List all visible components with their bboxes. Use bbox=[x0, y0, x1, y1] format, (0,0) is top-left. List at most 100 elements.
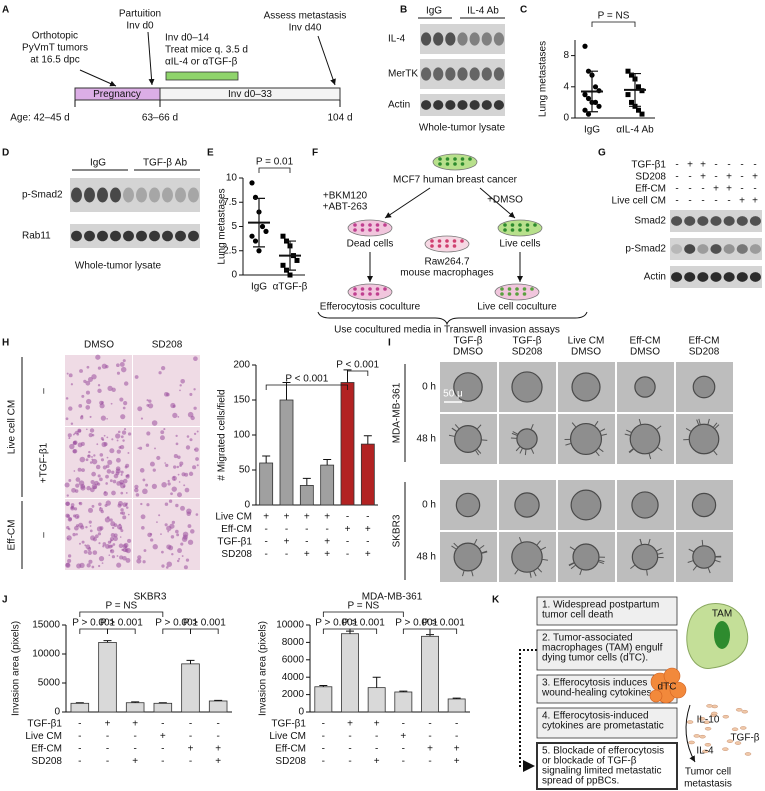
blot-band bbox=[445, 100, 456, 110]
cytokine bbox=[722, 714, 730, 719]
stain bbox=[167, 482, 171, 486]
nucleus bbox=[714, 621, 730, 649]
label: DMSO bbox=[453, 347, 483, 358]
stain bbox=[90, 479, 95, 485]
stain bbox=[123, 542, 129, 548]
stain bbox=[76, 563, 82, 569]
cell bbox=[468, 157, 472, 161]
stain bbox=[187, 539, 194, 545]
bar bbox=[360, 443, 375, 506]
stain bbox=[75, 477, 81, 482]
y-tick-label: 7.5 bbox=[223, 197, 237, 208]
condition-sign: - bbox=[428, 731, 431, 742]
cell bbox=[452, 244, 457, 248]
stain bbox=[142, 488, 148, 495]
stain bbox=[193, 356, 198, 362]
label: metastasis bbox=[684, 779, 732, 790]
stain bbox=[116, 555, 119, 557]
blot-band bbox=[457, 67, 468, 81]
stain bbox=[178, 481, 181, 483]
label: - bbox=[675, 184, 678, 195]
y-tick-label: 2000 bbox=[282, 689, 305, 700]
condition-sign: - bbox=[455, 731, 458, 742]
condition-sign: - bbox=[285, 524, 288, 535]
stain bbox=[172, 412, 178, 419]
label: MDA-MB-361 bbox=[392, 382, 403, 443]
stain bbox=[89, 415, 92, 418]
dot bbox=[636, 84, 641, 90]
cell bbox=[383, 287, 387, 291]
stain bbox=[150, 538, 154, 542]
label: Live cells bbox=[499, 239, 540, 250]
stain bbox=[91, 455, 93, 458]
dot bbox=[592, 84, 599, 90]
label: DMSO bbox=[571, 347, 601, 358]
cell bbox=[368, 223, 372, 227]
stain bbox=[185, 445, 191, 450]
blot-band bbox=[149, 187, 160, 203]
y-axis-title: Lung metastases bbox=[217, 188, 228, 264]
stain bbox=[161, 550, 164, 554]
stain bbox=[123, 381, 129, 386]
stain bbox=[145, 483, 149, 487]
condition-sign: - bbox=[428, 719, 431, 730]
stain bbox=[117, 503, 122, 508]
cytokine bbox=[741, 709, 748, 714]
dish bbox=[424, 235, 470, 253]
stain bbox=[109, 448, 115, 454]
stain bbox=[88, 559, 93, 564]
protrusion bbox=[598, 559, 605, 563]
annotation: P = 0.01 bbox=[256, 157, 294, 168]
stain bbox=[183, 565, 188, 570]
stain bbox=[96, 526, 103, 532]
stain bbox=[165, 566, 169, 569]
annotation: P > 0.001 bbox=[183, 618, 226, 629]
stain bbox=[177, 415, 180, 418]
label: - bbox=[701, 196, 704, 207]
condition-sign: - bbox=[189, 731, 192, 742]
cytokine bbox=[706, 704, 713, 708]
blot-band bbox=[123, 187, 134, 203]
dot bbox=[252, 194, 259, 200]
label: dying tumor cells (dTC). bbox=[542, 653, 648, 664]
protrusion bbox=[656, 548, 662, 552]
label: +BKM120 bbox=[323, 191, 368, 202]
stain bbox=[135, 493, 140, 497]
panel-label: E bbox=[207, 148, 214, 159]
error-bar bbox=[372, 676, 381, 688]
dot bbox=[280, 233, 286, 239]
spheroid bbox=[454, 425, 482, 453]
stain bbox=[140, 502, 143, 506]
blot-band bbox=[736, 272, 748, 282]
blot-band bbox=[420, 67, 432, 81]
blot-band bbox=[723, 216, 735, 226]
stain bbox=[149, 461, 155, 467]
label: IL-4 bbox=[696, 746, 714, 757]
connector bbox=[384, 187, 431, 219]
label: TGF-β Ab bbox=[143, 158, 188, 169]
stain bbox=[107, 459, 113, 465]
label: + bbox=[687, 160, 693, 171]
blot-band bbox=[749, 272, 761, 282]
blot-band bbox=[433, 100, 444, 110]
protrusion bbox=[569, 546, 576, 551]
protrusion bbox=[518, 537, 523, 543]
stain bbox=[115, 468, 121, 474]
blot-band bbox=[457, 32, 468, 46]
blot-band bbox=[188, 187, 199, 203]
stain bbox=[116, 439, 119, 442]
step-box bbox=[536, 596, 678, 626]
stain bbox=[175, 503, 179, 508]
cell bbox=[360, 228, 365, 232]
stain bbox=[102, 465, 107, 470]
stain bbox=[160, 533, 162, 536]
stain bbox=[123, 428, 127, 431]
stain bbox=[107, 540, 112, 544]
stain bbox=[87, 550, 92, 555]
stain bbox=[168, 545, 174, 551]
label: Inv d0–33 bbox=[228, 89, 272, 100]
cytokine bbox=[711, 711, 718, 716]
label: TGF-β1 bbox=[631, 160, 666, 171]
cell bbox=[445, 239, 449, 243]
condition-sign: - bbox=[133, 744, 136, 755]
